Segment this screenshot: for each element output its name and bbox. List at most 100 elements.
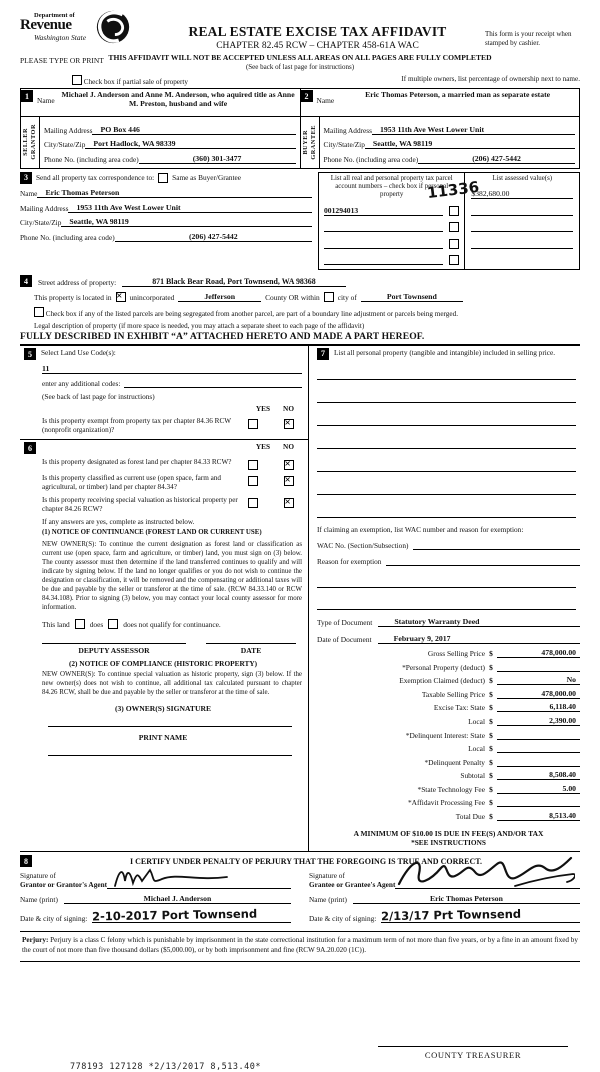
parcel-personal-checkbox[interactable] <box>449 222 460 233</box>
grantor-name-print-value[interactable]: Michael J. Anderson <box>63 894 291 905</box>
deputy-date-line[interactable] <box>206 643 296 645</box>
personal-property-line[interactable] <box>317 460 576 473</box>
additional-codes-value[interactable] <box>124 378 302 389</box>
fee-value[interactable]: 478,000.00 <box>497 689 580 699</box>
personal-property-line[interactable] <box>317 368 576 381</box>
exempt-no-checkbox[interactable] <box>284 417 294 430</box>
city-value[interactable]: Port Townsend <box>360 292 463 303</box>
type-or-print-note: PLEASE TYPE OR PRINT <box>20 56 104 65</box>
land-use-code-value[interactable]: 11 <box>42 364 302 375</box>
buyer-name-value[interactable]: Eric Thomas Peterson, a married man as s… <box>365 90 551 99</box>
fee-value[interactable] <box>497 797 580 808</box>
reason-extra-line[interactable] <box>317 576 576 589</box>
corr-city-value[interactable]: Seattle, WA 98119 <box>61 217 312 227</box>
reason-value-line[interactable] <box>386 556 580 567</box>
land-does-checkbox[interactable] <box>74 619 85 630</box>
fee-value[interactable]: 8,508.40 <box>497 770 580 781</box>
segregated-row: Check box if any of the listed parcels a… <box>20 307 580 318</box>
county-or-label: County OR within <box>265 293 320 303</box>
perjury-paragraph: Perjury: Perjury is a class C felony whi… <box>20 931 580 962</box>
buyer-phone-value[interactable]: (206) 427-5442 <box>418 154 575 164</box>
exempt-yes-checkbox[interactable] <box>248 419 258 430</box>
exemption-note: If claiming an exemption, list WAC numbe… <box>317 525 524 535</box>
corr-phone-value[interactable]: (206) 427-5442 <box>114 232 312 242</box>
corr-name-value[interactable]: Eric Thomas Peterson <box>37 188 312 198</box>
personal-property-line[interactable] <box>317 506 576 519</box>
assessed-value[interactable] <box>471 222 573 233</box>
fee-row: *Affidavit Processing Fee $ <box>317 797 580 808</box>
notice-compliance-body: NEW OWNER(S): To continue special valuat… <box>42 671 302 696</box>
print-name-line[interactable] <box>48 742 292 756</box>
assessed-value[interactable]: $382,680.00 <box>471 189 573 200</box>
fee-value[interactable]: 478,000.00 <box>497 648 580 658</box>
seller-phone-value[interactable]: (360) 301-3477 <box>138 154 296 164</box>
forest-no-checkbox[interactable] <box>284 458 294 471</box>
logo-state-text: Washington State <box>34 32 87 42</box>
forest-yes-checkbox[interactable] <box>248 460 258 471</box>
dollar-sign: $ <box>489 730 493 740</box>
deputy-assessor-signature-line[interactable] <box>42 643 186 645</box>
seller-mailing-value[interactable]: PO Box 446 <box>92 125 296 135</box>
fee-value[interactable] <box>497 757 580 767</box>
fee-value[interactable]: 5.00 <box>497 784 580 794</box>
unincorporated-checkbox[interactable] <box>115 290 126 303</box>
city-of-checkbox[interactable] <box>323 292 334 303</box>
seller-name-value[interactable]: Michael J. Anderson and Anne M. Anderson… <box>61 90 295 108</box>
partial-sale-checkbox[interactable] <box>72 75 82 85</box>
wac-value-line[interactable] <box>413 540 580 551</box>
segregated-checkbox[interactable] <box>34 307 44 318</box>
grantee-date-city-value[interactable]: 2/13/17 Prt Townsend <box>381 907 522 924</box>
parcel-number-value[interactable]: 001294013 <box>324 206 444 216</box>
grantor-signature-line[interactable] <box>107 868 291 890</box>
fee-value[interactable]: 2,390.00 <box>497 716 580 726</box>
fee-value[interactable]: 6,118.40 <box>497 702 580 713</box>
fee-value[interactable] <box>497 743 580 754</box>
current-use-yes-checkbox[interactable] <box>248 476 258 487</box>
assessed-value[interactable] <box>471 239 573 249</box>
form-header: Department of Revenue Washington State R… <box>20 8 580 51</box>
buyer-city-value[interactable]: Seattle, WA 98119 <box>364 139 575 149</box>
seller-section: 1 Name Michael J. Anderson and Anne M. A… <box>21 89 300 168</box>
fee-row: Local $ <box>317 743 580 754</box>
same-as-buyer-checkbox[interactable] <box>158 172 169 183</box>
seller-city-value[interactable]: Port Hadlock, WA 98339 <box>85 139 296 149</box>
personal-property-line[interactable] <box>317 437 576 450</box>
doc-type-value[interactable]: Statutory Warranty Deed <box>378 617 580 628</box>
fee-value[interactable] <box>497 730 580 740</box>
fee-row: Local $ 2,390.00 <box>317 716 580 726</box>
corr-city-label: City/State/Zip <box>20 218 62 227</box>
parcel-number-value[interactable] <box>324 255 444 266</box>
parcel-personal-checkbox[interactable] <box>449 205 460 216</box>
parcel-personal-checkbox[interactable] <box>449 255 460 266</box>
personal-property-line[interactable] <box>317 391 576 404</box>
grantee-name-print-value[interactable]: Eric Thomas Peterson <box>352 894 580 905</box>
grantee-name-print-label: Name (print) <box>309 895 347 905</box>
multiple-owners-note: If multiple owners, list percentage of o… <box>401 75 580 83</box>
title-block: REAL ESTATE EXCISE TAX AFFIDAVIT CHAPTER… <box>150 8 485 51</box>
street-address-value[interactable]: 871 Black Bear Road, Port Townsend, WA 9… <box>122 277 346 288</box>
corr-mailing-value[interactable]: 1953 11th Ave West Lower Unit <box>68 203 312 213</box>
seller-phone-label: Phone No. (including area code) <box>44 154 139 164</box>
grantor-date-city-value[interactable]: 2-10-2017 Port Townsend <box>92 906 258 924</box>
historic-yes-checkbox[interactable] <box>248 498 258 509</box>
parcel-personal-checkbox[interactable] <box>449 238 460 249</box>
personal-property-line[interactable] <box>317 483 576 496</box>
land-does-not-checkbox[interactable] <box>108 619 119 630</box>
current-use-no-checkbox[interactable] <box>284 474 294 487</box>
reason-extra-line[interactable] <box>317 598 576 611</box>
personal-property-heading: List all personal property (tangible and… <box>334 348 556 358</box>
county-value[interactable]: Jefferson <box>178 292 262 303</box>
assessed-value[interactable] <box>471 206 573 216</box>
grantee-sig-label-2: Grantee or Grantee's Agent <box>309 880 396 890</box>
personal-property-line[interactable] <box>317 414 576 427</box>
doc-date-value[interactable]: February 9, 2017 <box>377 634 580 645</box>
parcel-number-value[interactable] <box>324 239 444 249</box>
historic-no-checkbox[interactable] <box>284 496 294 509</box>
parcel-number-value[interactable] <box>324 222 444 233</box>
fee-value[interactable] <box>497 662 580 672</box>
fee-value[interactable]: 8,513.40 <box>497 811 580 822</box>
owners-signature-line[interactable] <box>48 713 292 727</box>
buyer-mailing-value[interactable]: 1953 11th Ave West Lower Unit <box>371 125 575 135</box>
grantee-signature-line[interactable] <box>395 857 580 890</box>
fee-value[interactable]: No <box>497 675 580 686</box>
